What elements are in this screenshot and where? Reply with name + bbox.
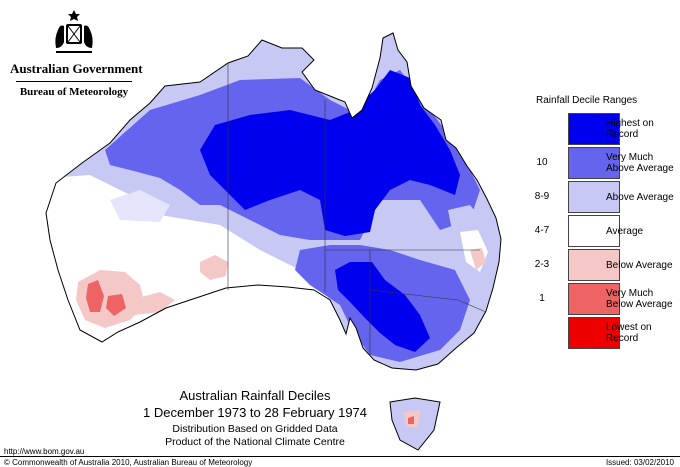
legend-row: Highest on Record xyxy=(520,113,680,145)
legend-label-line2: Below Average xyxy=(606,299,673,310)
below-average-region-east xyxy=(470,248,486,270)
very-much-below-region xyxy=(86,280,104,312)
legend-label-text: Above Average xyxy=(606,192,674,203)
legend-label-text: Average xyxy=(606,226,643,237)
government-name: Australian Government xyxy=(10,61,143,76)
legend-label-line2: Record xyxy=(606,333,639,344)
legend-swatch xyxy=(568,113,620,145)
highest-on-record-region-south xyxy=(335,262,430,352)
legend-decile xyxy=(520,113,564,145)
footer-divider xyxy=(0,456,680,457)
legend-label-text: Lowest on Record xyxy=(606,322,652,344)
legend-swatch xyxy=(568,249,620,281)
map-product-note: Product of the National Climate Centre xyxy=(165,436,345,448)
legend-label: Very Much Below Average xyxy=(606,283,680,315)
legend-label-line2: Above Average xyxy=(606,163,674,174)
legend-decile: 4-7 xyxy=(534,225,550,236)
copyright-text: © Commonwealth of Australia 2010, Austra… xyxy=(4,458,253,467)
legend-row: 4-7 Average xyxy=(520,215,680,247)
state-borders xyxy=(227,63,487,356)
legend-label: Highest on Record xyxy=(606,113,680,145)
legend-label: Average xyxy=(606,215,680,247)
legend-swatch xyxy=(568,181,620,213)
bureau-name: Bureau of Meteorology xyxy=(19,86,129,98)
map-date-range: 1 December 1973 to 28 February 1974 xyxy=(142,405,368,420)
coat-of-arms-icon xyxy=(55,10,93,53)
legend-swatch xyxy=(568,283,620,315)
legend-decile: 2-3 xyxy=(534,259,550,270)
tasmania-very-much-below xyxy=(408,416,414,424)
legend-swatch xyxy=(568,147,620,179)
legend-decile: 1 xyxy=(539,293,545,304)
legend-row: Lowest on Record xyxy=(520,317,680,349)
highest-on-record-region-north xyxy=(200,70,460,236)
legend-swatch xyxy=(568,317,620,349)
legend-label-line1: Very Much xyxy=(606,152,654,163)
website-link[interactable]: http://www.bom.gov.au xyxy=(4,447,85,456)
legend-swatch xyxy=(568,215,620,247)
legend-row: 8-9 Above Average xyxy=(520,181,680,213)
very-much-below-region-2 xyxy=(106,294,126,316)
logo-divider xyxy=(16,81,132,82)
legend-label: Above Average xyxy=(606,181,680,213)
legend-row: 2-3 Below Average xyxy=(520,249,680,281)
legend-decile: 10 xyxy=(536,157,548,168)
legend-label-line1: Below Average xyxy=(606,259,673,271)
average-region-northwest xyxy=(110,190,170,222)
legend-label-line1: Lowest on xyxy=(606,322,652,333)
map-method-note: Distribution Based on Gridded Data xyxy=(172,423,338,435)
legend-label-line1: Very Much xyxy=(606,288,654,299)
legend-label: Below Average xyxy=(606,249,680,281)
legend-label-line1: Average xyxy=(606,225,644,237)
legend-label-text: Highest on Record xyxy=(606,118,654,140)
legend-label-text: Below Average xyxy=(606,260,673,271)
legend-title: Rainfall Decile Ranges xyxy=(536,95,638,106)
legend-label-line1: Highest on xyxy=(606,118,654,129)
legend-row: 10 Very Much Above Average xyxy=(520,147,680,179)
below-average-region-sw2 xyxy=(130,292,175,315)
legend-decile: 8-9 xyxy=(534,191,550,202)
legend-label-text: Very Much Below Average xyxy=(606,288,673,310)
legend-decile xyxy=(520,317,564,349)
legend-label: Very Much Above Average xyxy=(606,147,680,179)
issued-date: Issued: 03/02/2010 xyxy=(605,458,674,467)
legend-label: Lowest on Record xyxy=(606,317,680,349)
legend-label-text: Very Much Above Average xyxy=(606,152,674,174)
legend-label-line2: Record xyxy=(606,129,639,140)
legend-row: 1 Very Much Below Average xyxy=(520,283,680,315)
below-average-region-bight xyxy=(200,255,228,280)
map-title: Australian Rainfall Deciles xyxy=(179,388,331,403)
legend-label-line1: Above Average xyxy=(606,191,674,203)
